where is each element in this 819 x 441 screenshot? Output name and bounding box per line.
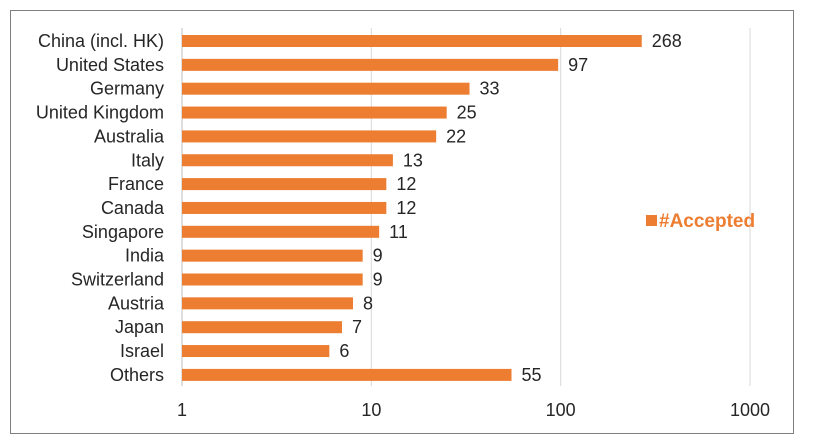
- data-label: 9: [373, 246, 383, 266]
- data-label: 97: [568, 55, 588, 75]
- x-axis-ticks: 1 10 100 1000: [177, 400, 770, 420]
- legend-swatch: [646, 215, 657, 226]
- category-label: Israel: [120, 341, 164, 361]
- category-label: United States: [56, 55, 164, 75]
- category-label: Italy: [131, 150, 164, 170]
- data-label: 8: [363, 293, 373, 313]
- bar: [182, 35, 642, 47]
- data-label: 25: [457, 103, 477, 123]
- legend: #Accepted: [646, 211, 755, 232]
- bar: [182, 345, 330, 358]
- data-label: 9: [373, 270, 383, 290]
- data-label: 7: [352, 317, 362, 337]
- bar: [182, 368, 512, 381]
- bar: [182, 273, 363, 286]
- category-label: Singapore: [82, 222, 164, 242]
- bar: [182, 106, 447, 119]
- bars: [182, 35, 642, 381]
- category-label: Austria: [108, 293, 165, 313]
- x-tick-label: 1000: [730, 400, 770, 420]
- bar: [182, 82, 470, 95]
- data-label: 13: [403, 150, 423, 170]
- category-label: China (incl. HK): [38, 31, 164, 51]
- category-label: Others: [110, 365, 164, 385]
- category-label: Australia: [94, 126, 165, 146]
- data-label: 55: [522, 365, 542, 385]
- bar: [182, 58, 559, 71]
- bar: [182, 201, 387, 214]
- data-label: 12: [396, 174, 416, 194]
- x-tick-label: 10: [361, 400, 381, 420]
- category-label: France: [108, 174, 164, 194]
- x-tick-label: 100: [546, 400, 576, 420]
- data-label: 12: [396, 198, 416, 218]
- data-label: 11: [389, 222, 408, 242]
- bar: [182, 249, 363, 262]
- category-label: Canada: [101, 198, 165, 218]
- category-label: Switzerland: [71, 270, 164, 290]
- data-label: 22: [446, 126, 466, 146]
- category-label: Japan: [115, 317, 164, 337]
- bar: [182, 178, 387, 191]
- legend-label: #Accepted: [659, 211, 755, 232]
- data-label: 33: [480, 79, 500, 99]
- bar: [182, 154, 393, 167]
- data-label: 6: [339, 341, 349, 361]
- chart-frame: [10, 10, 794, 434]
- category-label: Germany: [90, 79, 164, 99]
- category-label: United Kingdom: [36, 103, 164, 123]
- category-label: India: [125, 246, 165, 266]
- bar: [182, 297, 353, 310]
- x-tick-label: 1: [177, 400, 187, 420]
- bar: [182, 130, 437, 143]
- bar: [182, 321, 343, 334]
- bar: [182, 225, 380, 238]
- category-labels: China (incl. HK) United States Germany Unit…: [36, 31, 165, 385]
- data-label: 268: [652, 31, 682, 51]
